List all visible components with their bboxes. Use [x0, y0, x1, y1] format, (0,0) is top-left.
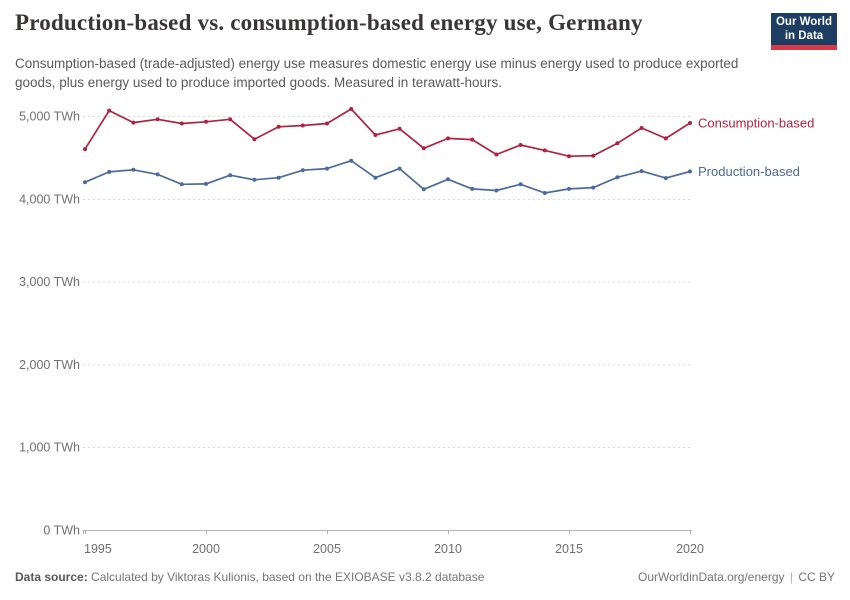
data-point[interactable] — [83, 147, 87, 152]
data-source: Data source: Calculated by Viktoras Kuli… — [15, 570, 484, 584]
data-point[interactable] — [591, 153, 596, 158]
y-tick-label: 5,000 TWh — [19, 110, 80, 124]
data-point[interactable] — [615, 175, 620, 180]
data-point[interactable] — [688, 121, 692, 125]
data-point[interactable] — [615, 141, 620, 146]
data-point[interactable] — [421, 146, 426, 151]
data-point[interactable] — [204, 181, 208, 186]
y-tick-label: 2,000 TWh — [19, 358, 80, 372]
x-tick-label: 1995 — [84, 542, 112, 556]
data-point[interactable] — [228, 117, 233, 122]
data-point[interactable] — [276, 175, 281, 180]
data-point[interactable] — [470, 186, 475, 191]
x-tick-label: 2020 — [676, 542, 704, 556]
y-tick-label: 1,000 TWh — [19, 441, 80, 455]
data-point[interactable] — [83, 180, 87, 185]
data-point[interactable] — [446, 136, 450, 141]
data-point[interactable] — [349, 158, 354, 163]
data-point[interactable] — [688, 169, 692, 174]
owid-url[interactable]: OurWorldinData.org/energy — [637, 570, 785, 584]
data-point[interactable] — [204, 119, 208, 124]
data-point[interactable] — [373, 175, 378, 180]
logo-line-1: Our World — [775, 15, 832, 28]
data-point[interactable] — [518, 182, 523, 187]
data-point[interactable] — [591, 185, 596, 190]
x-tick-label: 2010 — [434, 542, 462, 556]
series-line-consumption-based[interactable] — [84, 108, 691, 158]
data-point[interactable] — [542, 148, 547, 153]
owid-logo: Our World in Data — [771, 13, 837, 45]
data-point[interactable] — [107, 169, 112, 174]
data-point[interactable] — [155, 172, 160, 177]
legend-label-consumption-based[interactable]: Consumption-based — [698, 116, 814, 131]
data-point[interactable] — [325, 166, 329, 171]
data-point[interactable] — [131, 167, 136, 172]
x-tick-label: 2005 — [313, 542, 341, 556]
data-point[interactable] — [663, 136, 668, 141]
data-point[interactable] — [446, 177, 450, 182]
x-axis: 1995 2000 2005 2010 2015 2020 — [83, 530, 704, 556]
data-point[interactable] — [131, 120, 136, 125]
x-tick-label: 2000 — [192, 542, 220, 556]
data-point[interactable] — [639, 126, 644, 130]
data-point[interactable] — [663, 176, 668, 181]
data-point[interactable] — [252, 137, 257, 142]
data-point[interactable] — [179, 182, 184, 187]
chart-subtitle: Consumption-based (trade-adjusted) energ… — [15, 56, 739, 90]
data-source-text: Calculated by Viktoras Kulionis, based o… — [91, 570, 485, 584]
series-production-based[interactable]: Production-based — [83, 158, 800, 195]
y-tick-label: 4,000 TWh — [19, 192, 80, 206]
data-point[interactable] — [179, 121, 184, 126]
logo-stripe — [771, 45, 837, 50]
data-point[interactable] — [567, 186, 571, 191]
data-point[interactable] — [421, 187, 426, 192]
data-point[interactable] — [300, 123, 305, 128]
y-tick-label: 0 TWh — [43, 524, 80, 538]
footer-separator: | — [789, 570, 793, 584]
data-point[interactable] — [155, 117, 160, 122]
data-point[interactable] — [228, 173, 233, 178]
series-consumption-based[interactable]: Consumption-based — [83, 107, 814, 159]
data-point[interactable] — [494, 188, 499, 193]
data-point[interactable] — [397, 166, 402, 171]
data-point[interactable] — [518, 143, 523, 147]
data-point[interactable] — [107, 108, 112, 113]
data-point[interactable] — [470, 137, 475, 142]
x-tick-label: 2015 — [555, 542, 583, 556]
data-point[interactable] — [276, 124, 281, 129]
data-point[interactable] — [397, 126, 402, 131]
data-point[interactable] — [494, 152, 499, 157]
data-point[interactable] — [639, 169, 644, 174]
series-line-production-based[interactable] — [84, 159, 691, 194]
page-title: Production-based vs. consumption-based e… — [15, 10, 643, 35]
data-point[interactable] — [252, 177, 257, 182]
footer-credit: OurWorldinData.org/energy | CC BY — [638, 570, 835, 584]
data-point[interactable] — [542, 191, 547, 195]
gridlines: 0 TWh 1,000 TWh 2,000 TWh 3,000 TWh 4,000 TW… — [19, 110, 692, 538]
data-point[interactable] — [349, 107, 354, 111]
data-source-label: Data source: — [15, 570, 88, 584]
legend-label-production-based[interactable]: Production-based — [698, 164, 800, 179]
data-point[interactable] — [567, 154, 571, 159]
logo-line-2: in Data — [784, 30, 824, 42]
chart-footer: Data source: Calculated by Viktoras Kuli… — [15, 570, 835, 584]
data-point[interactable] — [300, 168, 305, 173]
y-tick-label: 3,000 TWh — [19, 275, 80, 289]
data-point[interactable] — [325, 121, 329, 126]
data-point[interactable] — [373, 133, 378, 137]
license-label[interactable]: CC BY — [798, 570, 835, 584]
